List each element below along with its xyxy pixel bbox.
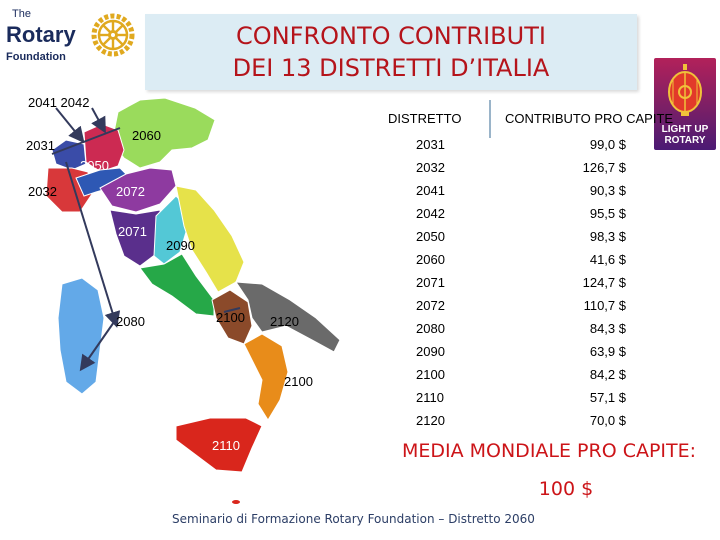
table-row: 2060 41,6 $ (416, 252, 626, 275)
contribution-cell: 99,0 $ (589, 137, 626, 152)
table-row: 2100 84,2 $ (416, 367, 626, 390)
italy-map-svg (45, 97, 341, 504)
map-label-2072: 2072 (116, 184, 145, 199)
table-row: 2032 126,7 $ (416, 160, 626, 183)
table-row: 2080 84,3 $ (416, 321, 626, 344)
table-header-contribution: CONTRIBUTO PRO CAPITE (505, 111, 674, 126)
district-cell: 2080 (416, 321, 445, 336)
lantern-icon (668, 64, 702, 116)
contribution-cell: 124,7 $ (582, 275, 626, 290)
arrow-2031-sardegna (65, 161, 121, 328)
table-header-district: DISTRETTO (388, 111, 462, 126)
table-row: 2072 110,7 $ (416, 298, 626, 321)
contribution-cell: 95,5 $ (589, 206, 626, 221)
logo-foundation: Foundation (6, 51, 66, 63)
arrow-2100 (223, 307, 241, 313)
map-label-2031: 2031 (26, 138, 55, 153)
map-label-2041-2042: 2041 2042 (28, 95, 90, 110)
contribution-cell: 126,7 $ (582, 160, 626, 175)
district-cell: 2031 (416, 137, 445, 152)
rotary-foundation-logo: The Rotary Foundation (6, 8, 136, 68)
map-label-2090: 2090 (166, 238, 195, 253)
district-cell: 2110 (416, 390, 444, 405)
map-label-2120: 2120 (270, 314, 299, 329)
footer-text: Seminario di Formazione Rotary Foundatio… (172, 512, 535, 526)
contribution-cell: 84,2 $ (589, 367, 626, 382)
table-row: 2031 99,0 $ (416, 137, 626, 160)
arrow-2080-sardegna (79, 321, 115, 372)
district-cell: 2041 (416, 183, 445, 198)
district-cell: 2050 (416, 229, 445, 244)
world-average-value: 100 $ (538, 478, 594, 500)
map-label-2100-north: 2100 (216, 310, 245, 325)
table-row: 2041 90,3 $ (416, 183, 626, 206)
contribution-cell: 57,1 $ (589, 390, 626, 405)
logo-the: The (12, 8, 31, 20)
table-header-divider (489, 100, 491, 138)
region-2120 (235, 281, 341, 353)
map-label-2071: 2071 (118, 224, 147, 239)
contribution-cell: 41,6 $ (589, 252, 626, 267)
region-2110 (175, 417, 263, 473)
island-pantelleria (232, 500, 240, 504)
table-row: 2110 57,1 $ (416, 390, 626, 413)
region-2031 (51, 139, 87, 171)
map-label-2110: 2110 (212, 438, 240, 453)
table-row: 2050 98,3 $ (416, 229, 626, 252)
contribution-cell: 98,3 $ (589, 229, 626, 244)
title-box: CONFRONTO CONTRIBUTI DEI 13 DISTRETTI D’… (145, 14, 637, 90)
table-row: 2042 95,5 $ (416, 206, 626, 229)
district-cell: 2090 (416, 344, 445, 359)
logo-rotary: Rotary (6, 22, 76, 47)
district-cell: 2032 (416, 160, 445, 175)
district-cell: 2072 (416, 298, 445, 313)
region-2100-calabria (243, 333, 289, 421)
table-row: 2071 124,7 $ (416, 275, 626, 298)
table-row: 2120 70,0 $ (416, 413, 626, 436)
world-average-label: MEDIA MONDIALE PRO CAPITE: (401, 440, 697, 462)
district-cell: 2100 (416, 367, 445, 382)
table-row: 2090 63,9 $ (416, 344, 626, 367)
district-cell: 2120 (416, 413, 445, 428)
region-sardegna (57, 277, 105, 395)
rotary-wheel-icon (91, 13, 135, 57)
district-cell: 2060 (416, 252, 445, 267)
contribution-cell: 84,3 $ (589, 321, 626, 336)
region-2060 (111, 97, 216, 169)
contribution-cell: 63,9 $ (589, 344, 626, 359)
contribution-cell: 90,3 $ (589, 183, 626, 198)
italy-district-map: 2041 2042 2031 2060 2050 2032 2072 2071 … (0, 92, 380, 540)
light-up-line-2: ROTARY (664, 135, 706, 146)
district-cell: 2071 (416, 275, 445, 290)
contribution-cell: 110,7 $ (583, 298, 626, 313)
light-up-rotary-logo: LIGHT UP ROTARY (654, 58, 716, 150)
map-label-2032: 2032 (28, 184, 57, 199)
arrow-2042 (91, 107, 106, 134)
map-label-2060: 2060 (132, 128, 161, 143)
region-2100-campania (211, 289, 253, 345)
map-label-2050: 2050 (80, 158, 109, 173)
map-label-2080: 2080 (116, 314, 145, 329)
contribution-cell: 70,0 $ (589, 413, 626, 428)
arrow-2031-line (51, 127, 121, 155)
arrow-2041 (55, 107, 85, 144)
light-up-line-1: LIGHT UP (661, 124, 709, 135)
district-cell: 2042 (416, 206, 445, 221)
title-line-2: DEI 13 DISTRETTI D’ITALIA (232, 54, 550, 82)
map-label-2100-south: 2100 (284, 374, 313, 389)
title-line-1: CONFRONTO CONTRIBUTI (236, 22, 546, 50)
